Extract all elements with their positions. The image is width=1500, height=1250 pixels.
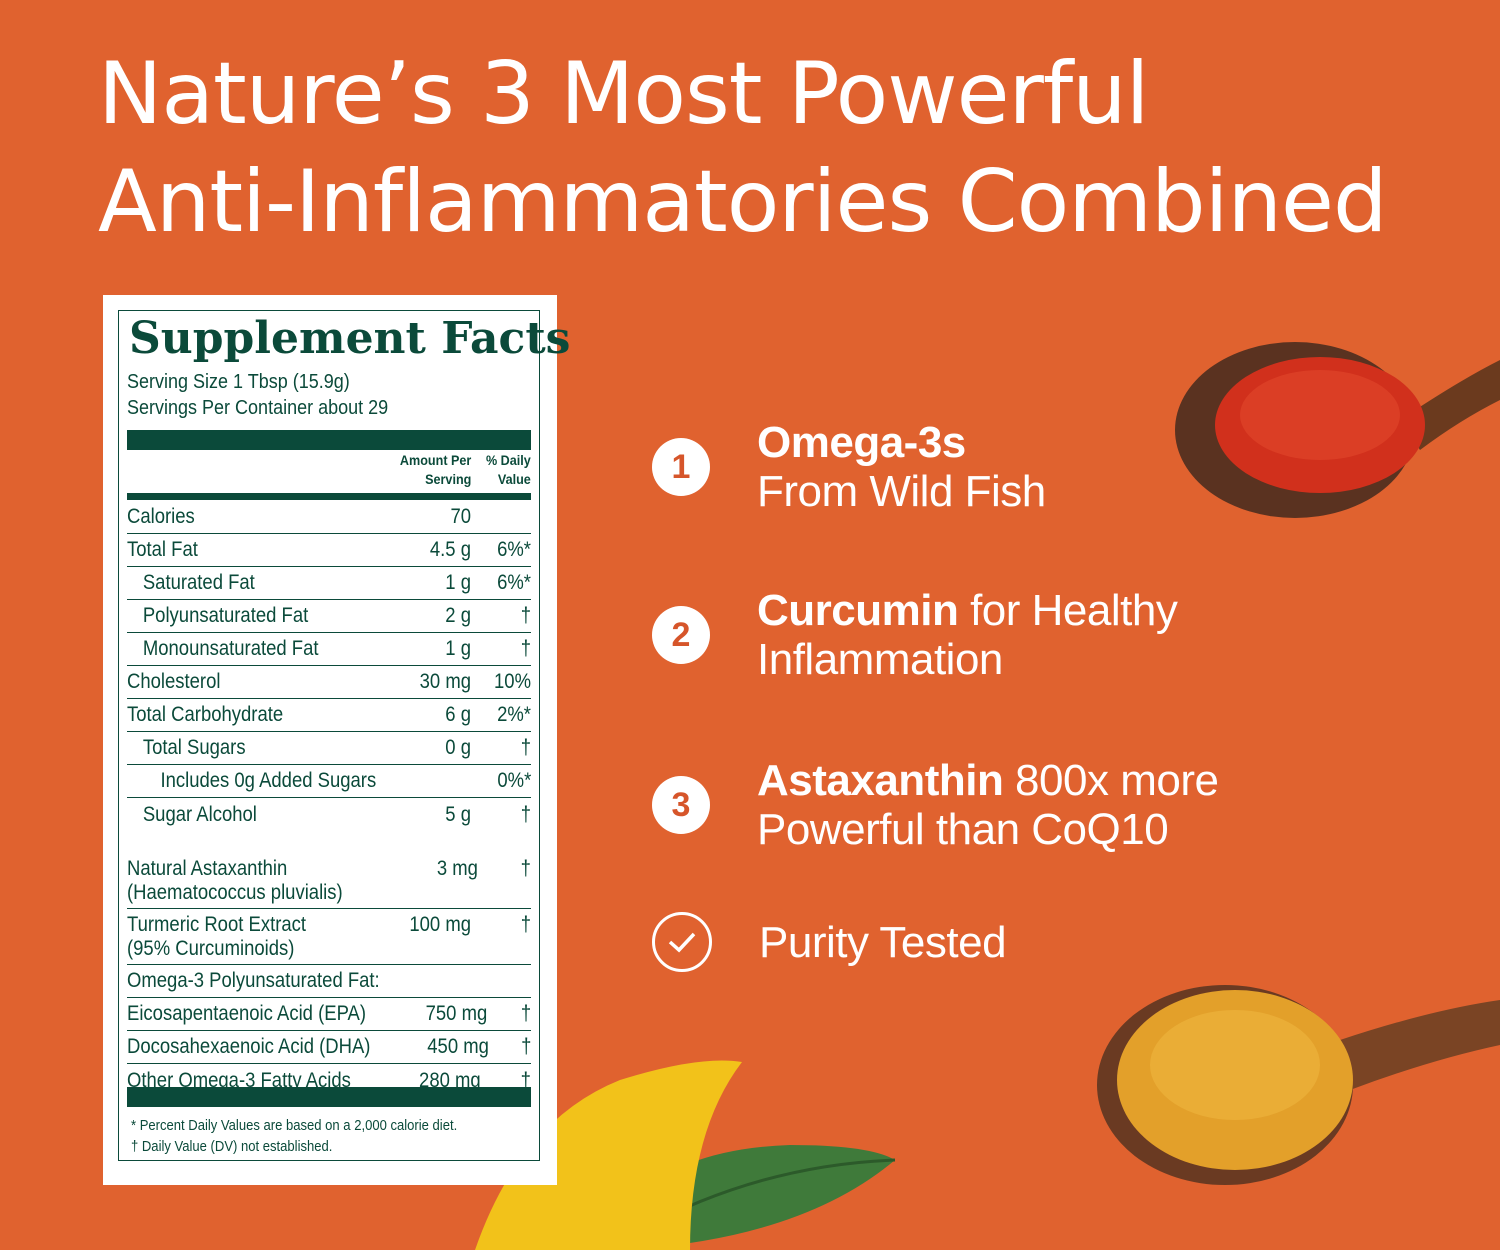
benefit-purity-tested: Purity Tested — [652, 912, 1007, 972]
table-row: Eicosapentaenoic Acid (EPA) 750 mg † — [127, 998, 531, 1031]
nutrient-label: Natural Astaxanthin (Haematococcus pluvia… — [127, 857, 343, 904]
table-row: Calories 70 — [127, 501, 531, 534]
table-row: Total Fat 4.5 g 6%* — [127, 534, 531, 567]
nutrient-daily-value: † — [520, 604, 531, 627]
nutrient-label: Saturated Fat — [142, 571, 255, 594]
nutrient-daily-value: † — [520, 913, 531, 936]
footnotes: * Percent Daily Values are based on a 2,… — [131, 1118, 458, 1155]
turmeric-spoon-image — [1097, 985, 1500, 1185]
nutrient-amount: 4.5 g — [429, 538, 471, 561]
paprika-spoon-image — [1175, 342, 1500, 518]
nutrient-daily-value: † — [520, 802, 531, 826]
supplement-facts-label: Supplement Facts Serving Size 1 Tbsp (15… — [103, 295, 570, 1185]
nutrient-label: Cholesterol — [127, 670, 221, 693]
benefit-astaxanthin: 3 Astaxanthin 800x more Powerful than CoQ… — [652, 756, 1219, 854]
nutrient-label: Total Carbohydrate — [127, 703, 284, 726]
nutrient-amount: 5 g — [445, 802, 471, 826]
nutrient-label: Turmeric Root Extract (95% Curcuminoids) — [127, 913, 307, 960]
nutrient-label: Eicosapentaenoic Acid (EPA) — [127, 1002, 367, 1025]
nutrient-daily-value: 6%* — [497, 571, 531, 594]
nutrient-amount: 6 g — [445, 703, 471, 726]
nutrient-daily-value: 0%* — [497, 769, 531, 792]
nutrient-daily-value: † — [520, 1068, 531, 1092]
nutrient-label: Total Fat — [127, 538, 198, 561]
servings-per-container: Servings Per Container about 29 — [127, 397, 389, 419]
serving-size: Serving Size 1 Tbsp (15.9g) — [127, 371, 350, 393]
thick-divider — [127, 1087, 531, 1107]
leaf-and-mango-image — [475, 1060, 896, 1250]
table-row: Omega-3 Polyunsaturated Fat: — [127, 965, 531, 998]
nutrient-daily-value: † — [520, 1035, 531, 1058]
nutrient-label: Docosahexaenoic Acid (DHA) — [127, 1035, 371, 1058]
nutrient-amount: 30 mg — [419, 670, 471, 693]
nutrient-amount: 1 g — [445, 571, 471, 594]
check-circle-icon — [652, 912, 712, 972]
number-badge: 3 — [652, 776, 710, 834]
nutrient-daily-value: 6%* — [497, 538, 531, 561]
headline-line-2: Anti-Inflammatories Combined — [98, 152, 1388, 252]
facts-title: Supplement Facts — [129, 313, 571, 364]
nutrient-amount: 0 g — [445, 736, 471, 759]
table-row: Saturated Fat 1 g 6%* — [127, 567, 531, 600]
nutrient-amount: 100 mg — [409, 913, 471, 936]
nutrient-label: Total Sugars — [142, 736, 246, 759]
nutrient-amount: 3 mg — [436, 857, 479, 880]
table-row: Polyunsaturated Fat 2 g † — [127, 600, 531, 633]
thick-divider — [127, 430, 531, 450]
number-badge: 1 — [652, 438, 710, 496]
nutrient-daily-value: 2%* — [497, 703, 531, 726]
nutrient-label: Other Omega-3 Fatty Acids — [127, 1068, 351, 1092]
headline-line-1: Nature’s 3 Most Powerful — [98, 44, 1150, 144]
nutrient-label: Sugar Alcohol — [142, 802, 257, 826]
nutrient-amount: 1 g — [445, 637, 471, 660]
nutrient-daily-value: † — [520, 736, 531, 759]
nutrient-label: Polyunsaturated Fat — [142, 604, 309, 627]
nutrient-daily-value: † — [520, 857, 531, 880]
nutrient-amount: 2 g — [445, 604, 471, 627]
number-badge: 2 — [652, 606, 710, 664]
medium-divider — [127, 493, 531, 500]
table-row: Other Omega-3 Fatty Acids 280 mg † — [127, 1064, 531, 1097]
nutrient-amount: 280 mg — [419, 1068, 482, 1092]
nutrient-amount: 70 — [450, 505, 471, 528]
nutrient-daily-value: 10% — [494, 670, 531, 693]
nutrient-daily-value: † — [520, 637, 531, 660]
nutrient-label: Includes 0g Added Sugars — [160, 769, 377, 792]
nutrient-daily-value: † — [520, 1002, 531, 1025]
amount-per-serving-header: Amount Per Serving — [399, 452, 471, 487]
table-row: Turmeric Root Extract (95% Curcuminoids) … — [127, 909, 531, 965]
nutrient-label: Omega-3 Polyunsaturated Fat: — [127, 969, 380, 992]
nutrient-amount: 750 mg — [425, 1002, 487, 1025]
nutrient-label: Monounsaturated Fat — [142, 637, 319, 660]
table-row: Total Sugars 0 g † — [127, 732, 531, 765]
nutrient-label: Calories — [127, 505, 195, 528]
table-row: Cholesterol 30 mg 10% — [127, 666, 531, 699]
benefit-omega3: 1 Omega-3s From Wild Fish — [652, 418, 1046, 516]
table-row: Includes 0g Added Sugars 0%* — [127, 765, 531, 798]
table-row: Sugar Alcohol 5 g † — [127, 798, 531, 831]
nutrient-amount: 450 mg — [426, 1035, 489, 1058]
table-row: Natural Astaxanthin (Haematococcus pluvia… — [127, 853, 531, 909]
table-row: Total Carbohydrate 6 g 2%* — [127, 699, 531, 732]
table-row: Docosahexaenoic Acid (DHA) 450 mg † — [127, 1031, 531, 1064]
daily-value-header: % Daily Value — [486, 452, 531, 487]
benefit-curcumin: 2 Curcumin for Healthy Inflammation — [652, 586, 1178, 684]
headline: Nature’s 3 Most Powerful Anti-Inflammato… — [98, 40, 1388, 256]
table-row: Monounsaturated Fat 1 g † — [127, 633, 531, 666]
